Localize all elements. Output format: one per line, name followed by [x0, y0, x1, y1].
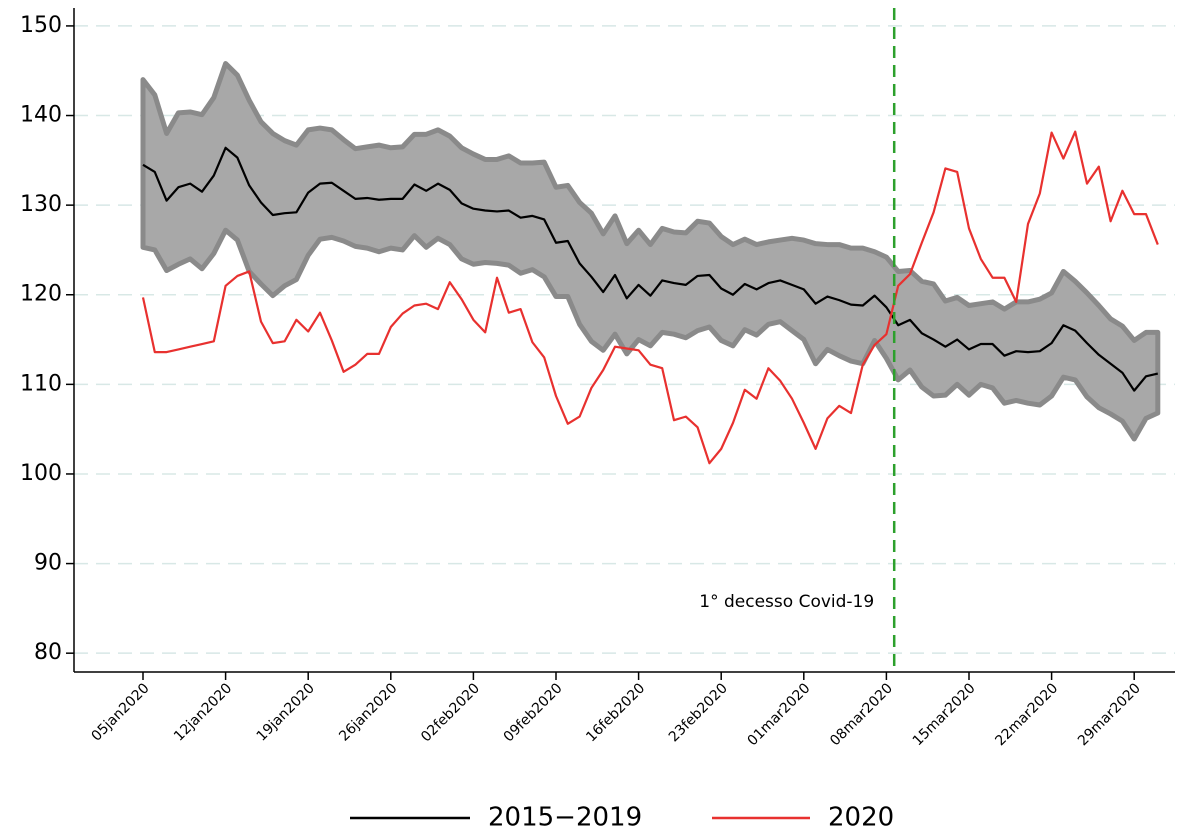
- x-tick-label: 05jan2020: [88, 680, 152, 744]
- x-tick-label: 02feb2020: [418, 680, 483, 745]
- x-tick-label: 12jan2020: [171, 680, 235, 744]
- legend-label: 2020: [828, 803, 894, 833]
- annotation: 1° decesso Covid-19: [699, 592, 874, 612]
- y-tick-label: 80: [34, 640, 62, 665]
- band: [140, 61, 1161, 442]
- y-tick-label: 130: [20, 192, 62, 217]
- x-tick-label: 15mar2020: [910, 680, 979, 749]
- y-tick-label: 90: [34, 551, 62, 576]
- x-tick-label: 09feb2020: [501, 680, 566, 745]
- x-tick-label: 16feb2020: [583, 680, 648, 745]
- x-tick-label: 08mar2020: [827, 680, 896, 749]
- line: [142, 146, 1159, 392]
- y-tick-label: 120: [20, 282, 62, 307]
- x-tick-label: 23feb2020: [666, 680, 731, 745]
- y-tick-label: 100: [20, 461, 62, 486]
- x-tick-label: 29mar2020: [1075, 680, 1144, 749]
- x-tick-label: 01mar2020: [745, 680, 814, 749]
- y-tick-label: 110: [20, 371, 62, 396]
- x-tick-label: 19jan2020: [254, 680, 318, 744]
- legend-label: 2015−2019: [488, 803, 642, 833]
- x-tick-label: 22mar2020: [992, 680, 1061, 749]
- y-tick-label: 150: [20, 13, 62, 38]
- line: [141, 130, 1159, 465]
- y-tick-label: 140: [20, 103, 62, 128]
- x-tick-label: 26jan2020: [336, 680, 400, 744]
